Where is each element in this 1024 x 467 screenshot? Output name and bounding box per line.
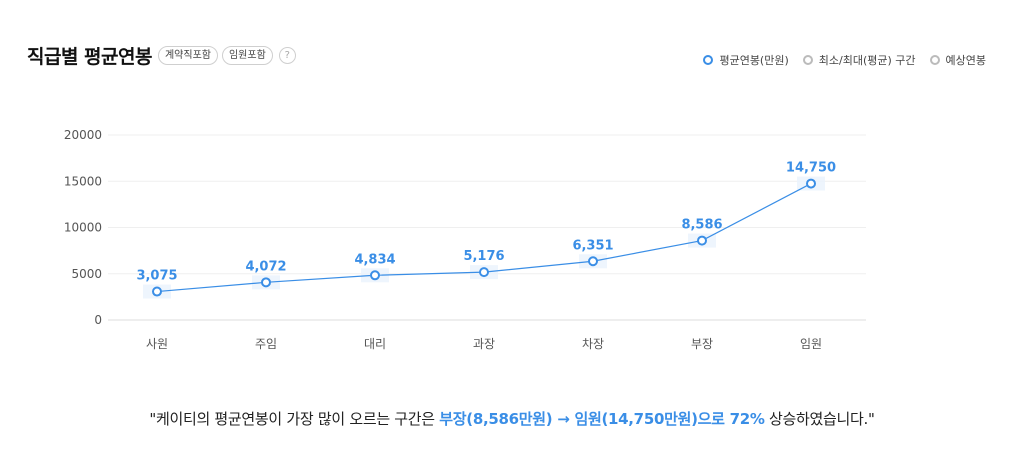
legend-dot-icon [703,55,714,65]
summary-suffix: 상승하였습니다." [764,410,875,428]
legend: 평균연봉(만원) 최소/최대(평균) 구간 예상연봉 [689,52,986,68]
legend-item-average[interactable]: 평균연봉(만원) [703,52,789,68]
x-tick-label: 부장 [691,337,713,351]
data-point [588,256,598,267]
data-point [370,270,380,281]
salary-line-chart: 0 5000 10000 15000 20000 사원 주임 대리 과장 차장 부장 임원 3,075 4… [64,128,866,351]
summary-text: "케이티의 평균연봉이 가장 많이 오르는 구간은 부장(8,586만원) → … [0,408,1024,429]
summary-highlight: 부장(8,586만원) → 임원(14,750만원)으로 72% [439,410,765,428]
x-tick-label: 주임 [255,337,277,351]
y-tick-label: 10000 [64,221,102,235]
data-label: 5,176 [463,249,504,264]
y-tick-label: 0 [94,313,102,327]
legend-label: 최소/최대(평균) 구간 [818,54,916,67]
legend-item-expected[interactable]: 예상연봉 [929,52,986,68]
data-point [152,286,162,297]
data-label: 3,075 [136,269,177,284]
legend-label: 예상연봉 [945,54,986,67]
data-label: 6,351 [572,238,613,253]
executive-include-chip[interactable]: 임원포함 [221,46,273,65]
x-tick-label: 차장 [582,337,604,351]
summary-prefix: "케이티의 평균연봉이 가장 많이 오르는 구간은 [149,410,440,428]
page-title: 직급별 평균연봉 [27,46,152,68]
x-tick-label: 과장 [473,337,495,351]
x-tick-label: 사원 [146,337,168,351]
data-label: 4,072 [245,259,286,274]
y-tick-label: 5000 [71,267,102,281]
y-tick-label: 20000 [64,128,102,142]
data-label: 14,750 [786,161,836,176]
data-point [806,178,816,189]
x-tick-label: 임원 [800,337,822,351]
legend-item-range[interactable]: 최소/최대(평균) 구간 [802,52,916,68]
data-label: 8,586 [681,218,722,233]
data-point [479,267,489,278]
data-label: 4,834 [354,252,395,267]
x-tick-label: 대리 [364,337,386,351]
data-point [261,277,271,288]
contract-include-chip[interactable]: 계약직포함 [157,46,218,65]
legend-dot-icon [802,55,813,65]
legend-dot-icon [929,55,940,65]
chart-header: 직급별 평균연봉 계약직포함 임원포함 ? [27,42,296,69]
legend-label: 평균연봉(만원) [719,54,789,67]
y-tick-label: 15000 [64,174,102,188]
data-point [697,235,707,246]
help-icon[interactable]: ? [278,47,296,64]
